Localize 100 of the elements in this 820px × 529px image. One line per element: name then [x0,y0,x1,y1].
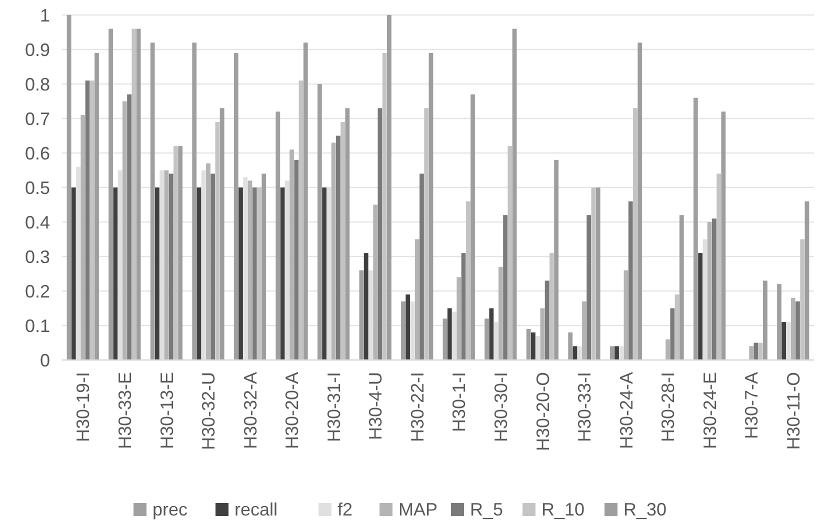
bar [173,146,178,360]
bar [461,253,466,360]
bar [257,188,262,360]
bar [196,188,202,360]
bar [132,28,136,360]
x-tick-label: H30-32-A [240,372,260,450]
x-tick-label: H30-33-E [114,372,135,450]
bar [290,150,294,360]
y-tick-label: 0.1 [24,316,50,336]
bar [674,294,680,360]
bar [317,84,322,360]
y-tick-label: 0 [40,350,50,370]
bar [66,15,72,360]
bar [94,52,99,360]
bar [136,28,141,360]
x-tick-label: H30-24-E [700,372,720,450]
bar [401,301,406,360]
bar [804,201,810,360]
bar [168,174,174,360]
bar [796,301,800,360]
bar [749,346,754,360]
bar [549,253,554,360]
bar [484,318,489,360]
bar [610,346,614,360]
x-tick-label: H30-32-U [198,372,219,450]
x-tick-label: H30-22-I [407,372,428,442]
bar [71,188,76,360]
legend-label: MAP [398,499,438,520]
x-tick-label: H30-30-I [490,372,511,442]
bar [164,170,169,360]
bar [531,332,536,360]
x-tick-label: H30-33-I [574,372,595,442]
bar [614,346,619,360]
bar [586,215,592,360]
bar [596,188,600,360]
bar [206,163,210,360]
bar [428,52,434,360]
bar [591,188,596,360]
bar [638,42,642,360]
bar [758,342,763,360]
x-tick-label: H30-1-I [449,372,470,432]
bar [108,28,113,360]
bar [466,201,470,360]
y-tick-label: 0.9 [24,40,50,60]
bar [192,42,197,360]
bar [712,218,716,360]
bar [777,284,782,360]
bar [280,188,285,360]
bar [414,239,420,360]
y-tick-label: 0.8 [24,74,50,94]
bar [276,112,280,360]
bar [498,266,503,360]
bar [554,160,559,360]
bar [544,280,550,360]
bar [716,174,721,360]
bar [113,188,118,360]
bar [382,52,387,360]
bar [420,174,424,360]
bar [294,160,299,360]
bar [693,98,698,360]
bar [238,188,243,360]
bar [540,308,545,360]
y-tick-label: 0.2 [24,281,50,302]
x-tick-label: H30-11-O [783,372,804,450]
legend-label: R_10 [542,499,585,520]
bar [303,42,308,360]
legend-label: R_30 [624,499,667,520]
bar [456,277,462,360]
bar [582,301,586,360]
bar [628,201,633,360]
bar [150,42,155,360]
bar [633,108,638,360]
bar [178,146,183,360]
y-tick-label: 0.6 [24,143,50,164]
bar [155,188,160,360]
bar [331,142,336,360]
bar [666,339,670,360]
bar [679,215,684,360]
bar [503,215,508,360]
bar [763,280,768,360]
bar [210,174,216,360]
x-tick-label: H30-19-I [73,372,94,442]
bar [262,174,266,360]
bar [508,146,512,360]
bar [215,122,220,360]
bar [698,253,703,360]
bar [489,308,494,360]
legend-label: R_5 [470,499,504,520]
bar [378,108,382,360]
bar [568,332,573,360]
x-tick-label: H30-24-A [616,372,636,450]
bar [800,239,805,360]
bar [252,188,257,360]
bar [442,318,448,360]
bar [298,80,304,360]
bar [80,115,86,360]
bar [624,270,628,360]
bar [127,94,132,360]
bar [85,80,90,360]
x-tick-label: H30-28-I [658,372,678,442]
